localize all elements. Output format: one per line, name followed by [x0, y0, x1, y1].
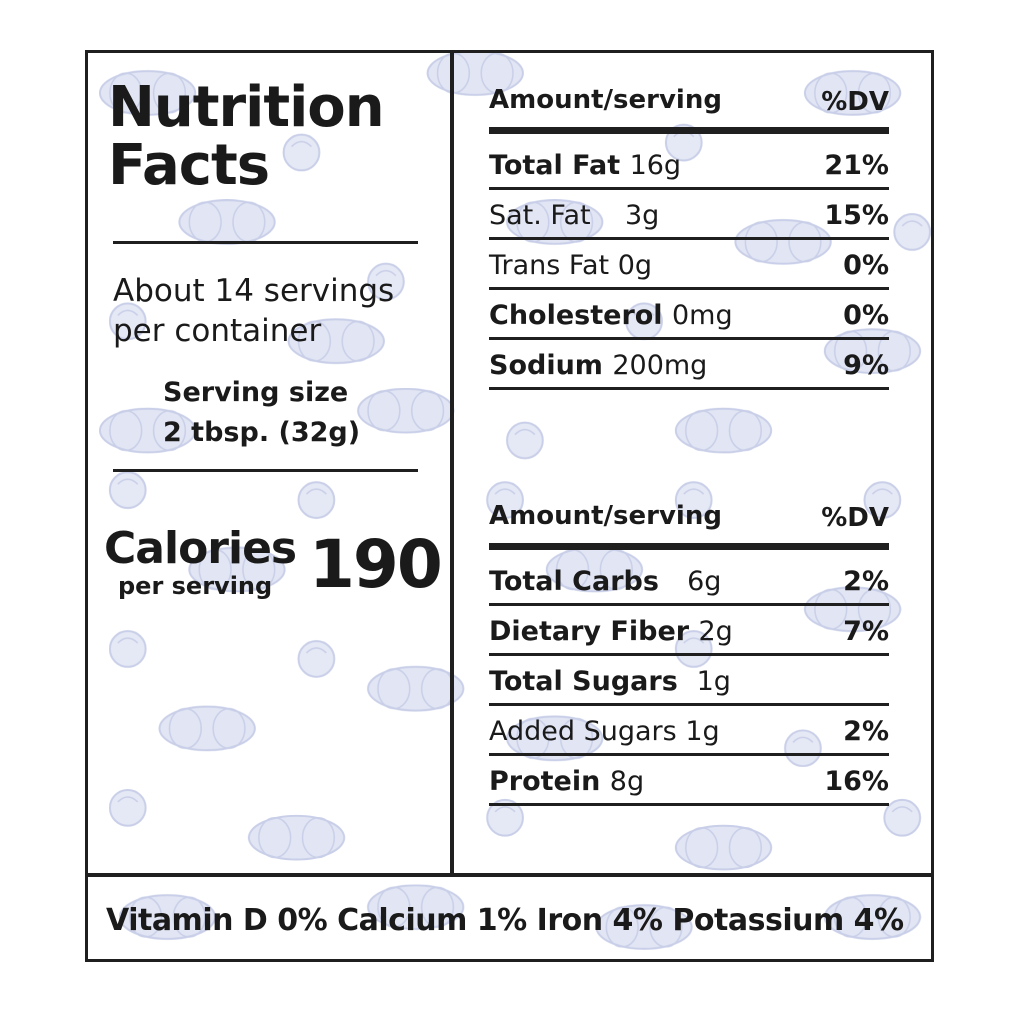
nutrient-amount: 0g [617, 250, 653, 281]
vitamins-minerals-footer: Vitamin D 0% Calcium 1% Iron 4% Potassiu… [88, 877, 931, 959]
nutrient-row-total-sugars: Total Sugars 1g [489, 656, 889, 706]
nutrient-amount: 1g [685, 716, 720, 747]
title-line-1: Nutrition [108, 75, 385, 140]
nutrient-name: Trans Fat [489, 250, 610, 281]
vitamins-minerals-text: Vitamin D 0% Calcium 1% Iron 4% Potassiu… [106, 903, 904, 938]
serving-rule [113, 469, 418, 472]
nutrient-name: Total Fat [489, 150, 621, 181]
nutrient-amount: 200mg [612, 350, 708, 381]
nutrient-dv: 15% [824, 200, 889, 231]
nutrient-name: Total Sugars [489, 666, 678, 697]
nutrient-amount: 3g [624, 200, 660, 231]
calories-sub-label: per serving [118, 572, 273, 600]
serving-size-value: 2 tbsp. (32g) [163, 417, 361, 448]
nutrient-row-sat-fat: Sat. Fat 3g 15% [489, 190, 889, 240]
nutrient-row-cholesterol: Cholesterol 0mg 0% [489, 290, 889, 340]
nutrient-name: Cholesterol [489, 300, 663, 331]
nutrient-row-total-fat: Total Fat 16g 21% [489, 140, 889, 190]
dv-header: %DV [821, 503, 889, 533]
nutrient-amount: 16g [629, 150, 682, 181]
nutrient-amount: 1g [696, 666, 731, 697]
section-1-header: Amount/serving %DV [489, 77, 889, 127]
nutrient-dv: 0% [843, 250, 889, 281]
nutrient-dv: 2% [843, 716, 889, 747]
servings-line-1: About 14 servings [113, 273, 395, 309]
dv-header: %DV [821, 87, 889, 117]
nutrient-row-sodium: Sodium 200mg 9% [489, 340, 889, 390]
section-2-thick-rule [489, 543, 889, 550]
nutrient-amount: 0mg [671, 300, 733, 331]
serving-size: Serving size 2 tbsp. (32g) [163, 373, 433, 453]
nutrient-row-added-sugars: Added Sugars 1g 2% [489, 706, 889, 756]
nutrient-section-2: Amount/serving %DV Total Carbs 6g 2% Die… [489, 493, 889, 806]
page-title: Nutrition Facts [108, 79, 438, 195]
nutrient-name: Sat. Fat [489, 200, 591, 231]
amount-per-serving-header: Amount/serving [489, 85, 722, 115]
left-column: Nutrition Facts About 14 servings per co… [88, 53, 450, 873]
nutrient-amount: 2g [698, 616, 733, 647]
nutrient-name: Dietary Fiber [489, 616, 690, 647]
servings-line-2: per container [113, 313, 322, 349]
nutrient-dv: 9% [843, 350, 889, 381]
nutrition-label: Nutrition Facts About 14 servings per co… [85, 50, 934, 962]
right-column: Amount/serving %DV Total Fat 16g 21% Sat… [454, 53, 931, 873]
section-2-header: Amount/serving %DV [489, 493, 889, 543]
nutrient-name: Added Sugars [489, 716, 677, 747]
nutrient-row-protein: Protein 8g 16% [489, 756, 889, 806]
amount-per-serving-header: Amount/serving [489, 501, 722, 531]
title-rule [113, 241, 418, 244]
nutrient-section-1: Amount/serving %DV Total Fat 16g 21% Sat… [489, 77, 889, 390]
nutrient-dv: 16% [824, 766, 889, 797]
section-1-thick-rule [489, 127, 889, 134]
nutrient-dv: 7% [843, 616, 889, 647]
nutrient-name: Sodium [489, 350, 603, 381]
nutrient-amount: 6g [687, 566, 722, 597]
calories-block: Calories per serving 190 [104, 523, 444, 613]
calories-value: 190 [309, 526, 443, 603]
nutrient-dv: 0% [843, 300, 889, 331]
nutrient-row-dietary-fiber: Dietary Fiber 2g 7% [489, 606, 889, 656]
nutrient-name: Protein [489, 766, 601, 797]
nutrient-dv: 21% [824, 150, 889, 181]
footer-divider [88, 873, 931, 877]
column-divider [450, 53, 454, 875]
serving-size-label: Serving size [163, 377, 349, 408]
calories-label: Calories [104, 523, 297, 574]
servings-per-container: About 14 servings per container [113, 271, 443, 351]
nutrient-row-trans-fat: Trans Fat 0g 0% [489, 240, 889, 290]
nutrient-dv: 2% [843, 566, 889, 597]
nutrient-amount: 8g [609, 766, 645, 797]
title-line-2: Facts [108, 133, 270, 198]
nutrient-name: Total Carbs [489, 566, 659, 597]
nutrient-row-total-carbs: Total Carbs 6g 2% [489, 556, 889, 606]
